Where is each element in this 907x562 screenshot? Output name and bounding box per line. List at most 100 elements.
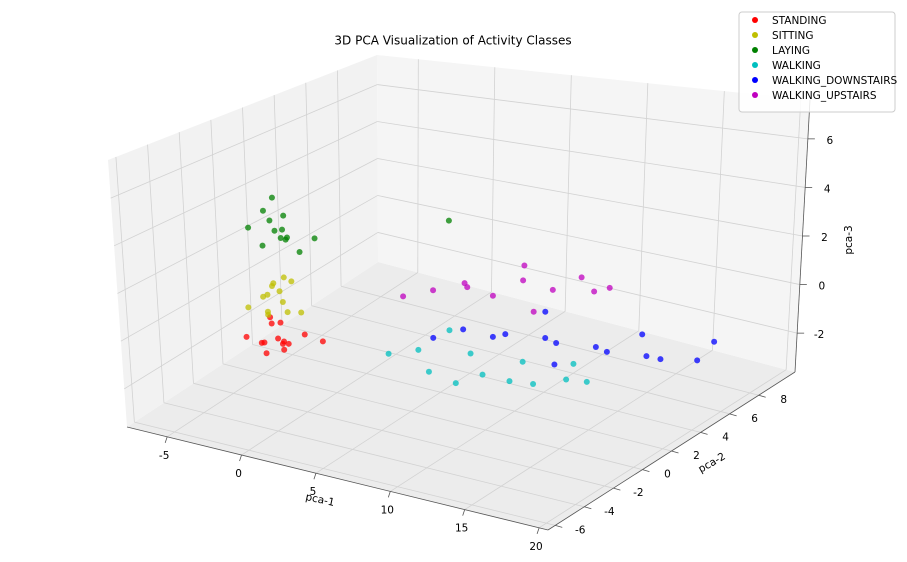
x-tick xyxy=(164,436,168,443)
legend: STANDING SITTING LAYING WALKING WALKING_DOWN… xyxy=(738,11,897,113)
grid-line xyxy=(377,232,798,334)
data-point xyxy=(502,331,509,338)
grid-line xyxy=(222,363,643,470)
data-point xyxy=(643,353,650,360)
data-point xyxy=(520,277,527,284)
data-point xyxy=(245,224,252,231)
back-pane xyxy=(377,55,810,372)
y-tick xyxy=(613,487,621,491)
grid-line xyxy=(163,402,585,508)
data-point xyxy=(603,348,610,355)
x-tick xyxy=(239,454,242,462)
x-tick-label: 15 xyxy=(455,523,468,535)
data-point xyxy=(279,299,286,306)
data-point xyxy=(506,378,513,385)
data-point xyxy=(259,242,266,249)
legend-label: WALKING_DOWNSTAIRS xyxy=(772,75,897,87)
data-point xyxy=(639,331,646,338)
data-point xyxy=(446,327,453,334)
data-point xyxy=(460,326,467,333)
x-tick-label: 20 xyxy=(529,541,542,553)
data-point xyxy=(268,283,275,290)
floor-pane xyxy=(127,262,795,530)
legend-marker xyxy=(752,77,758,83)
grid-line xyxy=(193,382,614,489)
y-tick xyxy=(555,524,563,528)
data-point xyxy=(489,292,496,299)
data-point xyxy=(275,335,282,342)
data-point xyxy=(425,368,432,375)
grid-line xyxy=(113,121,378,247)
data-point xyxy=(276,288,283,295)
chart-title: 3D PCA Visualization of Activity Classes xyxy=(334,34,571,48)
data-point xyxy=(553,339,560,346)
x-tick-label: 5 xyxy=(310,486,317,498)
data-point xyxy=(263,350,270,357)
y-tick-label: 8 xyxy=(780,394,787,406)
data-point xyxy=(542,308,549,315)
data-point xyxy=(606,284,613,291)
legend-marker xyxy=(752,47,758,53)
y-tick-label: 2 xyxy=(693,450,700,462)
grid-line xyxy=(340,285,759,396)
data-point xyxy=(282,236,289,243)
x-tick-label: 10 xyxy=(381,504,394,516)
data-point xyxy=(245,304,252,311)
y-tick xyxy=(758,394,766,398)
data-point xyxy=(284,309,291,316)
data-point xyxy=(268,320,275,327)
data-point xyxy=(280,274,287,281)
data-point xyxy=(530,381,537,388)
grid-line xyxy=(281,324,701,433)
data-point xyxy=(285,340,292,347)
data-point xyxy=(296,248,303,255)
data-point xyxy=(277,234,284,241)
legend-marker xyxy=(752,17,758,23)
y-tick-label: -4 xyxy=(604,506,615,518)
data-point xyxy=(298,309,305,316)
data-point xyxy=(259,207,266,214)
data-point xyxy=(583,378,590,385)
data-point xyxy=(452,380,459,387)
legend-label: SITTING xyxy=(772,30,814,42)
y-axis-label: pca-2 xyxy=(696,450,727,475)
data-point xyxy=(591,288,598,295)
x-tick-label: 0 xyxy=(235,468,242,480)
data-point xyxy=(551,361,558,368)
grid-line xyxy=(134,421,556,526)
legend-marker xyxy=(752,92,758,98)
data-point xyxy=(261,339,268,346)
data-point xyxy=(521,262,528,269)
data-point xyxy=(271,227,278,234)
grid-line xyxy=(252,344,672,452)
data-point xyxy=(657,356,664,363)
z-tick-label: 2 xyxy=(821,232,828,244)
data-point xyxy=(464,284,471,291)
z-tick-label: 4 xyxy=(824,183,831,195)
legend-label: LAYING xyxy=(772,45,810,57)
data-point xyxy=(467,350,474,357)
data-point xyxy=(530,308,537,315)
grid-line xyxy=(377,84,808,140)
data-point xyxy=(400,293,407,300)
data-point xyxy=(549,286,556,293)
legend-label: WALKING_UPSTAIRS xyxy=(772,90,877,102)
grid-line xyxy=(120,195,378,342)
x-tick xyxy=(387,491,391,498)
legend-box xyxy=(738,11,896,113)
data-point xyxy=(277,319,284,326)
data-point xyxy=(430,334,437,341)
data-point xyxy=(430,287,437,294)
y-tick-label: -2 xyxy=(633,487,643,499)
x-axis-line xyxy=(126,426,549,531)
data-point xyxy=(281,346,288,353)
y-tick-label: -6 xyxy=(575,524,586,536)
x-axis-label: pca-1 xyxy=(304,491,335,509)
data-point xyxy=(563,376,570,383)
data-point xyxy=(311,235,318,242)
legend-marker xyxy=(752,32,758,38)
data-point xyxy=(264,308,271,315)
data-point xyxy=(479,371,486,378)
y-tick-label: 4 xyxy=(722,431,729,443)
